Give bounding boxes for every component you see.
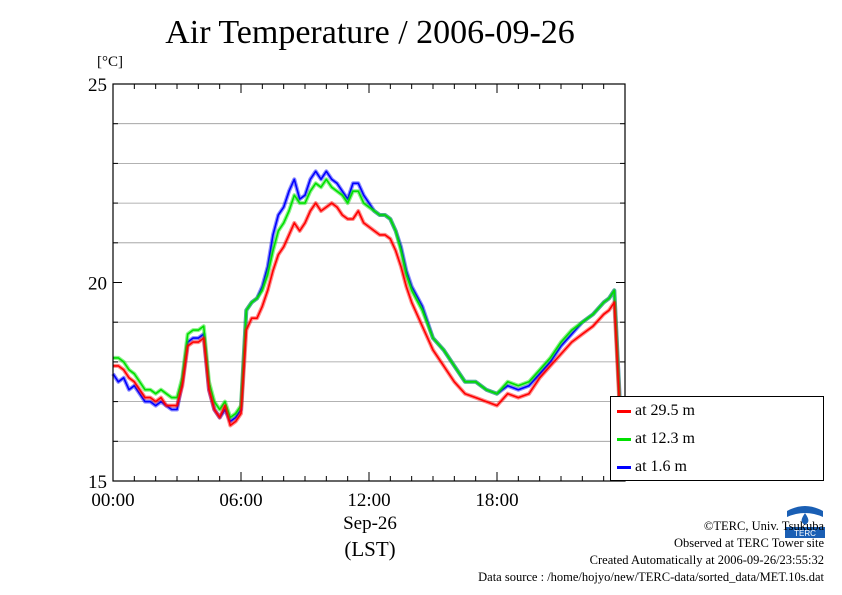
y-tick-label: 15 bbox=[88, 472, 107, 493]
x-tick-label: 00:00 bbox=[91, 490, 134, 511]
footer: ©TERC, Univ. Tsukuba Observed at TERC To… bbox=[478, 518, 824, 586]
legend-swatch bbox=[617, 437, 631, 441]
tick-layer: 15 20 25 00:00 06:00 12:00 18:00 bbox=[88, 75, 626, 511]
x-axis-date-label: Sep-26 bbox=[343, 513, 397, 534]
series-halo-2 bbox=[111, 169, 624, 424]
x-axis-unit-label: (LST) bbox=[344, 537, 396, 561]
legend-swatch bbox=[617, 409, 631, 413]
observed-text: Observed at TERC Tower site bbox=[673, 536, 824, 550]
series-halo-1 bbox=[113, 177, 624, 420]
plot-frame bbox=[112, 83, 626, 482]
grid-layer bbox=[113, 123, 625, 442]
legend-item-29-5m: at 29.5 m bbox=[617, 402, 695, 420]
y-tick-label: 25 bbox=[88, 75, 107, 96]
legend-item-12-3m: at 12.3 m bbox=[617, 430, 695, 448]
copyright-text: ©TERC, Univ. Tsukuba bbox=[703, 519, 824, 533]
terc-logo-icon: TERC bbox=[783, 503, 827, 539]
series-halo-0 bbox=[113, 201, 624, 428]
created-text: Created Automatically at 2006-09-26/23:5… bbox=[589, 553, 824, 567]
series-layer bbox=[111, 169, 624, 428]
series-line-1 bbox=[113, 178, 623, 419]
svg-text:TERC: TERC bbox=[794, 529, 816, 538]
legend: at 29.5 m at 12.3 m at 1.6 m bbox=[610, 396, 824, 481]
legend-swatch bbox=[617, 465, 631, 469]
data-source-text: Data source : /home/hojyo/new/TERC-data/… bbox=[478, 570, 824, 584]
series-line-0 bbox=[113, 202, 623, 427]
chart-title: Air Temperature / 2006-09-26 bbox=[165, 14, 575, 51]
legend-label: at 1.6 m bbox=[635, 458, 687, 475]
series-line-2 bbox=[112, 170, 623, 423]
x-tick-label: 12:00 bbox=[347, 490, 390, 511]
legend-label: at 12.3 m bbox=[635, 430, 695, 447]
y-axis-unit: [°C] bbox=[97, 54, 123, 70]
legend-label: at 29.5 m bbox=[635, 402, 695, 419]
x-tick-label: 06:00 bbox=[219, 490, 262, 511]
y-tick-label: 20 bbox=[88, 274, 107, 295]
x-tick-label: 18:00 bbox=[475, 490, 518, 511]
legend-item-1-6m: at 1.6 m bbox=[617, 458, 687, 476]
